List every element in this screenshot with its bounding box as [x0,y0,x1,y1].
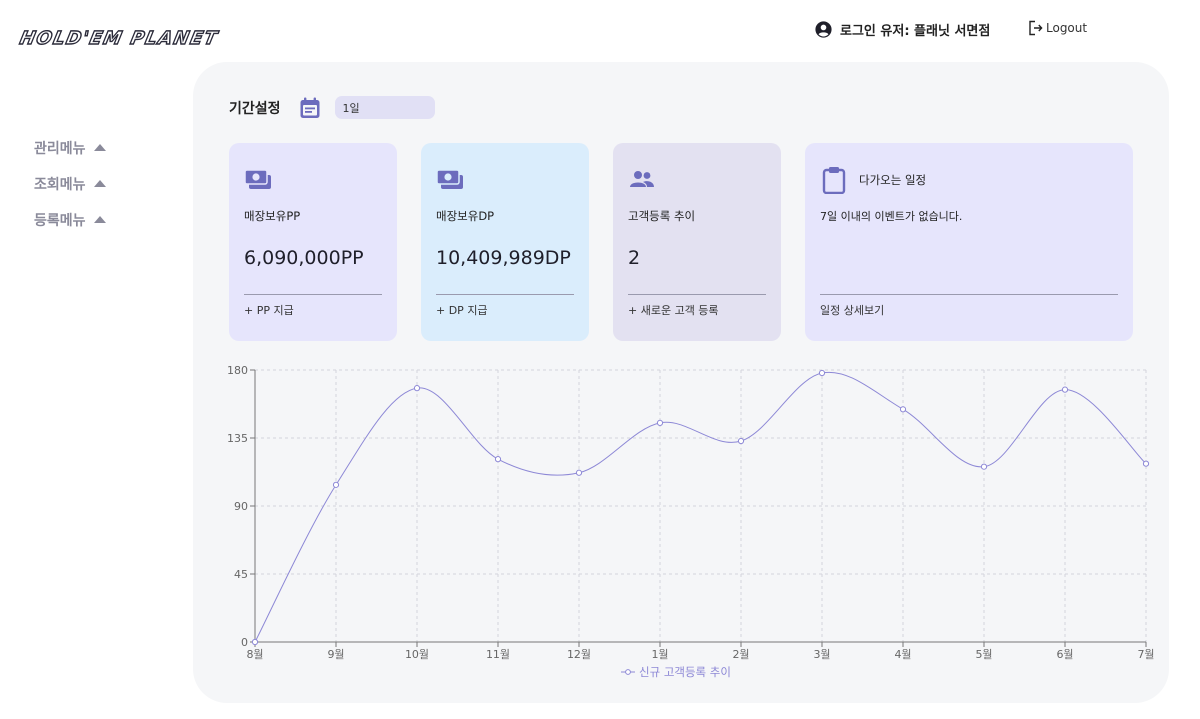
card-upcoming-schedule: 다가오는 일정 7일 이내의 이벤트가 없습니다. 일정 상세보기 [805,143,1133,341]
sidebar-item-register[interactable]: 등록메뉴 [34,202,106,238]
card-title: 고객등록 추이 [628,209,696,223]
period-input[interactable] [334,96,435,119]
users-icon [630,171,654,187]
legend-line-marker-icon [621,669,635,675]
x-tick-label: 7월 [1137,648,1154,661]
y-tick-label: 180 [227,364,248,377]
y-tick-label: 45 [234,568,248,581]
caret-up-icon [93,143,106,151]
logout-icon [1029,20,1043,36]
user-circle-icon [815,21,832,38]
card-value: 10,409,989DP [436,247,571,269]
x-tick-label: 2월 [732,648,749,661]
series-line [254,371,1147,643]
card-title: 다가오는 일정 [859,173,927,187]
x-tick-label: 4월 [894,648,911,661]
sidebar-item-manage[interactable]: 관리메뉴 [34,130,106,166]
data-point [656,419,664,426]
money-icon [436,169,463,189]
customer-trend-chart: 0 45 90 135 180 8월 9월 10월 11월 12월 1월 2월 3월 4월 5월 6월 7월 [227,364,1155,661]
x-tick-label: 11월 [486,648,510,661]
new-customer-button[interactable]: + 새로운 고객 등록 [628,304,719,317]
sidebar-item-label: 등록메뉴 [34,213,86,229]
card-title: 매장보유PP [244,209,301,223]
card-value: 6,090,000PP [244,247,364,269]
logout-label: Logout [1046,21,1088,35]
card-customer-trend: 고객등록 추이 2 + 새로운 고객 등록 [613,143,781,341]
divider [244,294,382,295]
x-tick-label: 10월 [405,648,429,661]
y-tick-label: 135 [227,432,248,445]
money-icon [244,169,271,189]
data-point [413,385,421,392]
x-tick-label: 8월 [246,648,263,661]
data-point [980,463,988,470]
data-point [575,469,583,476]
logout-button[interactable]: Logout [1028,20,1087,36]
x-tick-label: 12월 [567,648,591,661]
card-store-dp: 매장보유DP 10,409,989DP + DP 지급 [421,143,589,341]
sidebar-item-label: 조회메뉴 [34,177,86,193]
data-point [1142,460,1150,467]
give-pp-button[interactable]: + PP 지급 [244,304,294,317]
divider [436,294,574,295]
y-tick-label: 0 [241,636,248,649]
give-dp-button[interactable]: + DP 지급 [436,304,488,317]
chart-legend[interactable]: 신규 고객등록 추이 [621,664,731,680]
divider [820,294,1118,295]
data-point [737,437,745,445]
y-tick-label: 90 [234,500,248,513]
clipboard-icon [822,167,846,194]
data-point [899,406,907,413]
user-label: 로그인 유저: 플래닛 서면점 [840,24,991,39]
caret-up-icon [93,215,106,223]
dashboard-panel: 기간설정 매장보유PP 6,090,000PP + PP 지급 매장보유DP [193,62,1169,703]
x-tick-label: 5월 [975,648,992,661]
schedule-empty-message: 7일 이내의 이벤트가 없습니다. [820,210,963,223]
data-point [818,369,826,377]
period-setting: 기간설정 [229,96,435,119]
brand-logo: HOLD'EM PLANET [17,27,221,49]
data-point [494,456,502,463]
sidebar: 관리메뉴 조회메뉴 등록메뉴 [34,130,106,238]
calendar-icon[interactable] [299,97,321,119]
caret-up-icon [93,179,106,187]
x-tick-label: 6월 [1056,648,1073,661]
data-point [251,638,259,646]
card-title: 매장보유DP [436,209,495,223]
schedule-detail-link[interactable]: 일정 상세보기 [820,304,885,317]
x-tick-label: 9월 [327,648,344,661]
x-tick-label: 1월 [651,648,668,661]
data-point [1061,386,1069,393]
period-label: 기간설정 [229,100,281,117]
sidebar-item-lookup[interactable]: 조회메뉴 [34,166,106,202]
card-value: 2 [628,247,641,269]
x-tick-label: 3월 [813,648,830,661]
data-point [332,481,340,488]
sidebar-item-label: 관리메뉴 [34,141,86,157]
legend-label: 신규 고객등록 추이 [639,665,731,679]
card-store-pp: 매장보유PP 6,090,000PP + PP 지급 [229,143,397,341]
divider [628,294,766,295]
user-info: 로그인 유저: 플래닛 서면점 [815,20,990,39]
